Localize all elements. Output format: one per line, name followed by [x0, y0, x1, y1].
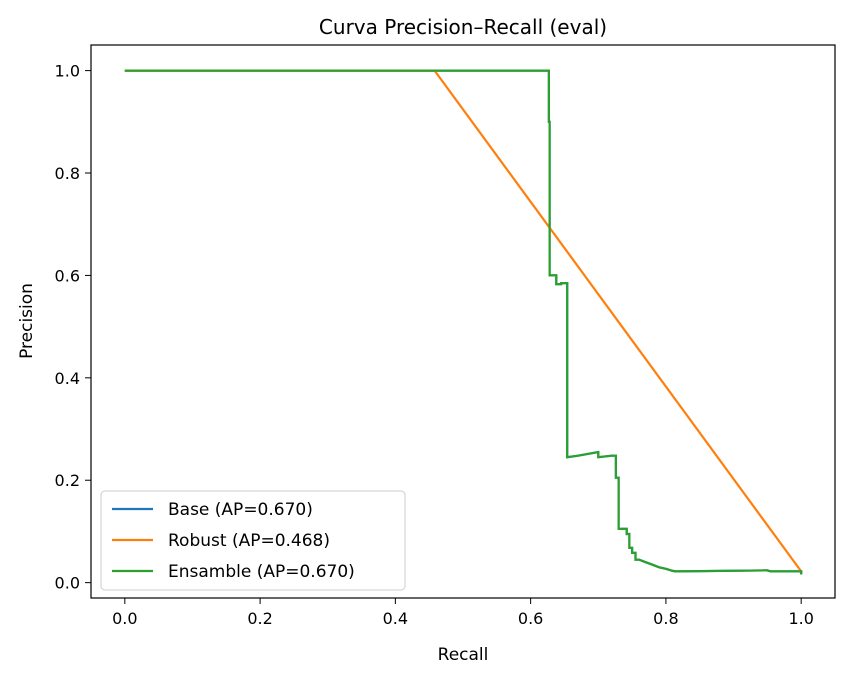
y-tick-label: 0.6	[55, 266, 80, 285]
plot-area	[124, 69, 803, 575]
x-tick-label: 0.2	[247, 609, 272, 628]
series-line-2	[124, 69, 803, 575]
x-tick-label: 0.6	[518, 609, 543, 628]
y-axis-ticks: 0.0 0.2 0.4 0.6 0.8 1.0	[55, 62, 91, 593]
plot-frame	[90, 44, 836, 599]
y-tick-label: 0.0	[55, 574, 80, 593]
x-tick-label: 0.8	[653, 609, 678, 628]
legend: Base (AP=0.670) Robust (AP=0.468) Ensamble…	[100, 490, 406, 591]
x-tick-label: 0.0	[112, 609, 137, 628]
y-tick-label: 1.0	[55, 62, 80, 81]
y-tick-label: 0.8	[55, 164, 80, 183]
legend-label: Robust (AP=0.468)	[168, 531, 330, 551]
x-axis-label: Recall	[438, 645, 489, 665]
x-axis-ticks: 0.0 0.2 0.4 0.6 0.8 1.0	[112, 598, 814, 628]
x-tick-label: 1.0	[788, 609, 813, 628]
legend-box	[100, 490, 406, 591]
chart-title: Curva Precision–Recall (eval)	[319, 15, 607, 39]
legend-label: Ensamble (AP=0.670)	[168, 562, 355, 582]
y-axis-label: Precision	[17, 283, 37, 359]
x-tick-label: 0.4	[383, 609, 408, 628]
legend-label: Base (AP=0.670)	[168, 500, 313, 520]
y-tick-label: 0.4	[55, 369, 80, 388]
y-tick-label: 0.2	[55, 471, 80, 490]
